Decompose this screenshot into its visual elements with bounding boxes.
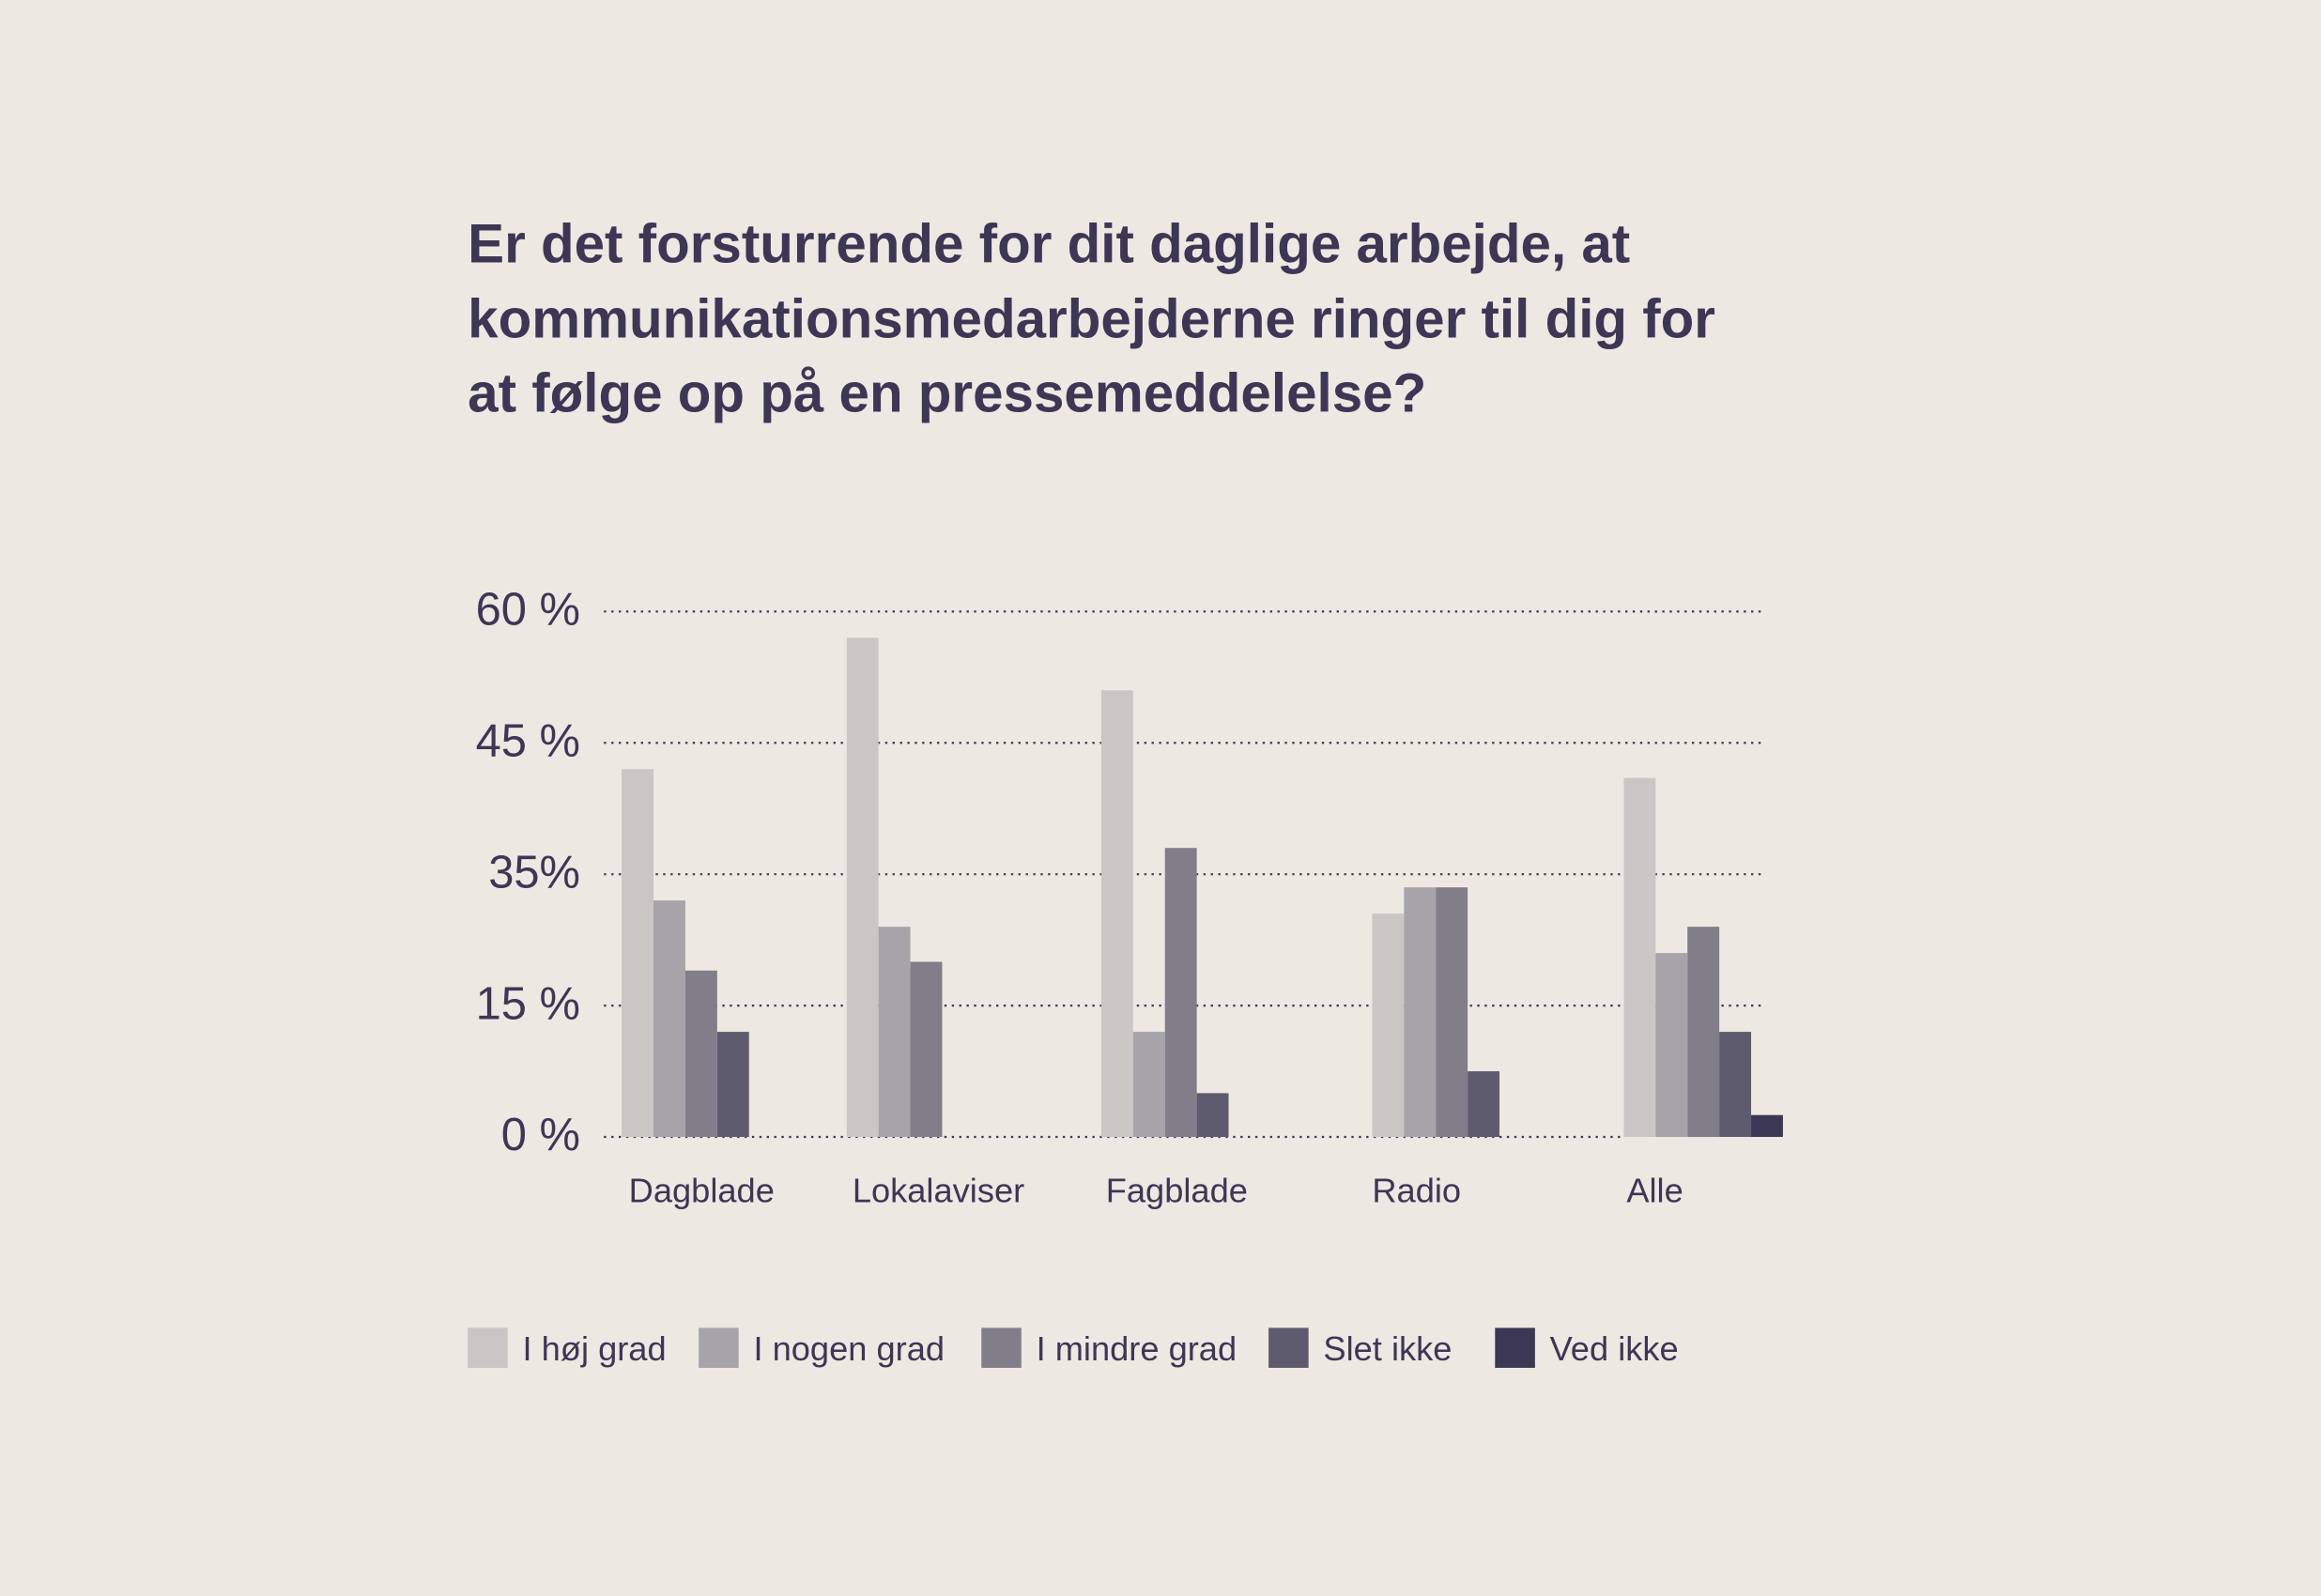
bar-lokalaviser-1 [878,927,911,1138]
title-line-1: Er det forsturrende for dit daglige arbe… [468,213,1630,274]
bar-fagblade-2 [1164,848,1197,1138]
bar-alle-3 [1719,1032,1752,1138]
bar-fagblade-3 [1196,1093,1229,1138]
legend-swatch [468,1327,508,1368]
y-tick-label: 45 % [476,715,580,766]
y-tick-label: 60 % [476,585,580,636]
legend-swatch [981,1327,1022,1368]
bar-dagblade-1 [653,900,685,1138]
bar-alle-0 [1623,777,1656,1138]
chart-title: Er det forsturrende for dit daglige arbe… [468,213,1715,423]
bar-dagblade-0 [622,769,654,1138]
x-tick-label: Fagblade [1106,1171,1248,1209]
y-axis-ticks: 0 % 15 % 35% 45 % 60 % [476,585,580,1161]
y-tick-label: 0 % [501,1110,580,1160]
bar-radio [1436,887,1468,1138]
legend-swatch [1268,1327,1309,1368]
bar-fagblade-1 [1132,1032,1165,1138]
bar-lokalaviser-2 [910,961,943,1138]
bar-alle-1 [1655,953,1688,1138]
bar-dagblade-3 [716,1032,749,1138]
bar-dagblade-2 [684,970,717,1138]
bar-radio [1404,887,1437,1138]
bar-radio [1372,913,1405,1138]
legend-label: Ved ikke [1550,1329,1679,1368]
bars [622,637,1783,1138]
title-line-2: kommunikationsmedarbejderne ringer til d… [468,289,1715,350]
x-tick-label: Radio [1372,1171,1461,1209]
y-tick-label: 35% [488,847,580,898]
bar-alle-2 [1687,927,1720,1138]
legend-swatch [699,1327,739,1368]
bar-radio [1468,1071,1500,1138]
legend-label: Slet ikke [1323,1329,1452,1368]
legend-label: I høj grad [523,1329,667,1368]
x-axis-ticks: Dagblade Lokalaviser Fagblade Radio Alle [629,1171,1683,1209]
legend-label: I mindre grad [1037,1329,1237,1368]
bar-fagblade-0 [1100,690,1133,1138]
x-tick-label: Lokalaviser [853,1171,1024,1209]
legend-swatch [1495,1327,1535,1368]
title-line-3: at følge op på en pressemeddelelse? [468,363,1426,424]
y-tick-label: 15 % [476,978,580,1029]
bar-alle-4 [1751,1114,1783,1138]
bar-lokalaviser-0 [846,637,879,1138]
legend-label: I nogen grad [753,1329,945,1368]
legend: I høj grad I nogen grad I mindre grad Slet … [468,1327,1679,1368]
x-tick-label: Dagblade [629,1171,775,1209]
x-tick-label: Alle [1626,1171,1683,1209]
